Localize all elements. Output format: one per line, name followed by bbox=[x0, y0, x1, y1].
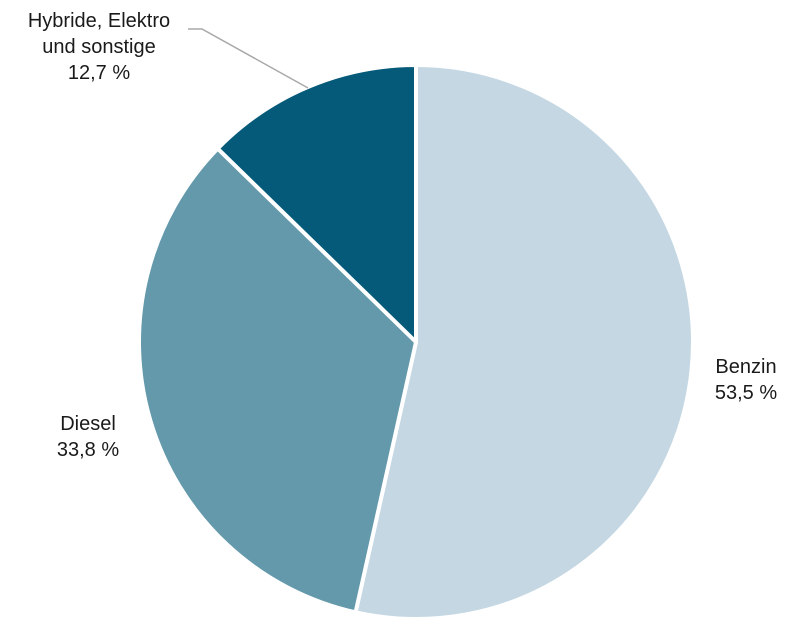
label-hybride-line2: und sonstige bbox=[42, 36, 156, 58]
slice-hybride bbox=[215, 63, 418, 344]
leader-line-hybride bbox=[188, 28, 309, 89]
label-benzin: Benzin 53,5 % bbox=[706, 354, 786, 406]
label-diesel-value: 33,8 % bbox=[56, 439, 120, 461]
label-benzin-name: Benzin bbox=[715, 356, 777, 378]
label-hybride-line1: Hybride, Elektro bbox=[27, 10, 171, 32]
slice-benzin bbox=[353, 63, 695, 621]
label-benzin-value: 53,5 % bbox=[714, 382, 778, 404]
slice-diesel bbox=[137, 146, 418, 615]
label-hybride-value: 12,7 % bbox=[67, 62, 131, 84]
label-diesel-name: Diesel bbox=[60, 413, 116, 435]
label-hybride: Hybride, Elektro und sonstige 12,7 % bbox=[4, 8, 194, 86]
label-diesel: Diesel 33,8 % bbox=[38, 411, 138, 463]
